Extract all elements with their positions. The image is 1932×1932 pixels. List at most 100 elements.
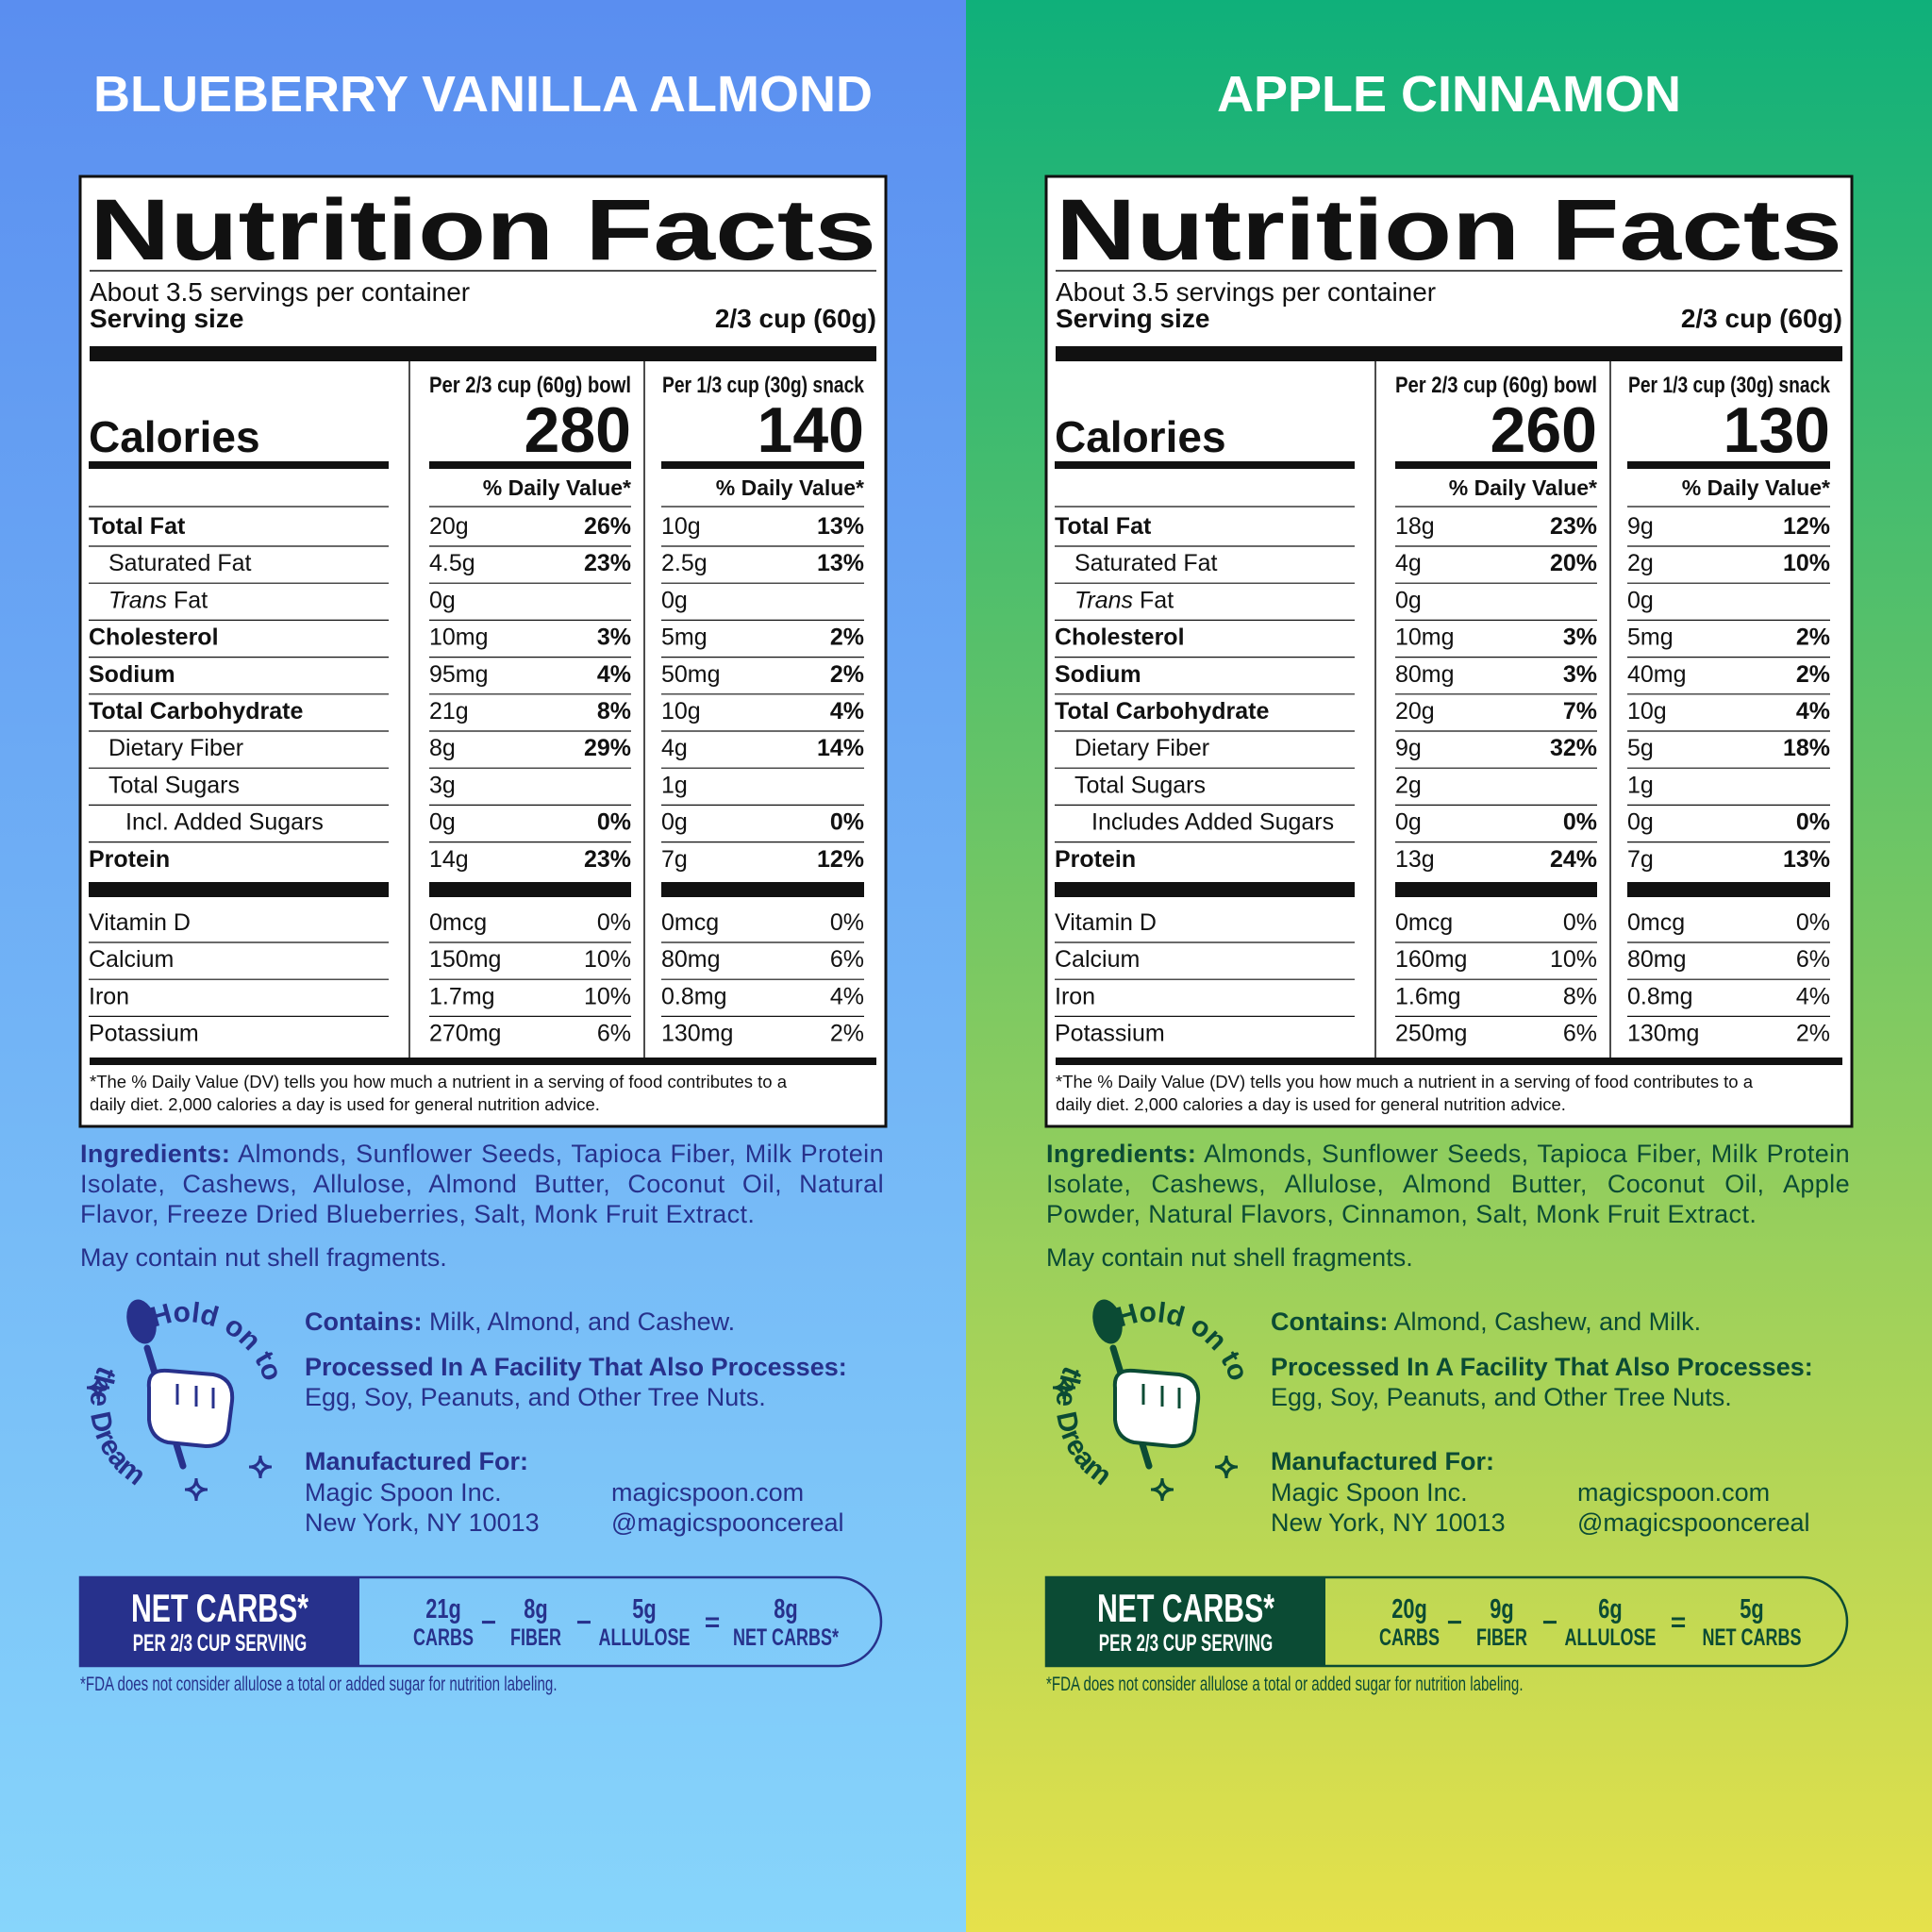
nutrient-dv: 4%: [1796, 983, 1830, 1009]
sparkle: [184, 1477, 208, 1502]
nutrient-dv: 29%: [584, 735, 631, 761]
net-carbs-value: 9g: [1490, 1594, 1513, 1624]
nutrient-amount: 2g: [1627, 550, 1654, 576]
nutrient-dv: 4%: [1796, 698, 1830, 724]
calories-value: 130: [1724, 394, 1830, 466]
calories-value: 140: [758, 394, 864, 466]
ingredients-label: Ingredients:: [80, 1140, 231, 1168]
serving-size-label: Serving size: [1056, 304, 1209, 333]
nutrient-dv: 6%: [1563, 1021, 1597, 1047]
column-header: Per 2/3 cup (60g) bowl: [1395, 373, 1597, 398]
nutrient-amount: 250mg: [1395, 1021, 1467, 1047]
thick-rule: [1055, 882, 1355, 897]
thick-rule: [661, 461, 864, 469]
nutrient-name: Vitamin D: [1055, 909, 1157, 936]
nutrient-name-text: Saturated Fat: [108, 550, 252, 576]
nutrient-name: Cholesterol: [1055, 625, 1185, 651]
nutrient-dv: 2%: [1796, 661, 1830, 688]
nutrient-name-text: Total Sugars: [108, 772, 240, 798]
sparkle: [86, 1375, 110, 1400]
nutrient-dv: 24%: [1550, 846, 1597, 873]
net-carbs-title: NET CARBS*: [1097, 1586, 1275, 1630]
spoon-bowl: [1092, 1299, 1123, 1344]
serving-size: 2/3 cup (60g): [715, 304, 876, 333]
net-carbs-tab: [80, 1577, 359, 1666]
net-carbs-title-group: NET CARBS*: [1097, 1586, 1275, 1630]
nutrient-amount: 40mg: [1627, 661, 1687, 688]
net-carbs-tab: [1046, 1577, 1325, 1666]
contains: Contains: Almond, Cashew, and Milk.: [1271, 1307, 1701, 1336]
nutrient-dv: 0%: [1563, 809, 1597, 836]
net-carbs-item-label-group: FIBER: [510, 1624, 561, 1651]
nutrient-dv: 0%: [830, 809, 864, 836]
nutrient-dv: 6%: [830, 946, 864, 973]
manufactured-label: Manufactured For:: [305, 1447, 528, 1475]
net-carbs-item-label: ALLULOSE: [599, 1624, 691, 1651]
net-carbs-value-group: 5g: [632, 1594, 656, 1624]
address-line: Magic Spoon Inc.: [1271, 1478, 1468, 1507]
nutrient-dv: 2%: [830, 625, 864, 651]
nutrient-amount: 0g: [429, 587, 456, 613]
nutrient-name-space: [1133, 587, 1140, 613]
serving-size-label: Serving size: [90, 304, 243, 333]
net-carbs-value: 21g: [425, 1594, 460, 1624]
nutrient-dv: 2%: [1796, 625, 1830, 651]
sparkle: [1214, 1455, 1239, 1479]
nutrient-amount: 9g: [1627, 513, 1654, 540]
nutrient-amount: 0mcg: [661, 909, 719, 936]
nutrient-dv: 13%: [1783, 846, 1830, 873]
nutrient-amount: 20g: [429, 513, 469, 540]
facility-text: Egg, Soy, Peanuts, and Other Tree Nuts.: [1271, 1383, 1732, 1411]
nutrient-dv: 10%: [1783, 550, 1830, 576]
nutrient-dv: 3%: [597, 625, 631, 651]
label-heading: Nutrition Facts: [1056, 182, 1842, 278]
nutrient-name-text: Total Fat: [1055, 513, 1152, 540]
thick-rule: [429, 882, 631, 897]
nutrient-name: Saturated Fat: [108, 550, 252, 576]
dv-header: % Daily Value*: [716, 475, 864, 500]
nutrient-name-text: Fat: [174, 587, 208, 613]
address-line: New York, NY 10013: [1271, 1508, 1506, 1537]
facility-label: Processed In A Facility That Also Proces…: [305, 1353, 847, 1381]
net-carbs-item-label: ALLULOSE: [1565, 1624, 1657, 1651]
dv-header: % Daily Value*: [1682, 475, 1830, 500]
nutrient-name-text: Sodium: [89, 661, 175, 688]
net-carbs-value: 20g: [1391, 1594, 1426, 1624]
nutrient-name: Vitamin D: [89, 909, 191, 936]
nutrient-dv: 2%: [830, 1021, 864, 1047]
nutrient-name-text: Protein: [89, 846, 170, 873]
nutrient-name-text: Saturated Fat: [1074, 550, 1218, 576]
nutrient-name: Dietary Fiber: [108, 735, 243, 761]
label-heading: Nutrition Facts: [90, 182, 876, 278]
ingredients: Ingredients: Almonds, Sunflower Seeds, T…: [80, 1139, 884, 1229]
nutrient-name: Trans Fat: [1074, 587, 1174, 613]
nutrient-amount: 1g: [1627, 772, 1654, 798]
net-carbs-value: 6g: [1598, 1594, 1622, 1624]
nutrient-name: Dietary Fiber: [1074, 735, 1209, 761]
manufactured-label-text: Manufactured For:: [305, 1447, 528, 1475]
footnote: daily diet. 2,000 calories a day is used…: [90, 1094, 600, 1114]
contains: Contains: Milk, Almond, and Cashew.: [305, 1307, 735, 1336]
net-carbs-value: 5g: [1740, 1594, 1763, 1624]
nutrient-amount: 5mg: [1627, 625, 1674, 651]
net-carbs-item-label: FIBER: [1476, 1624, 1527, 1651]
nutrient-amount: 50mg: [661, 661, 721, 688]
nutrient-name: Protein: [1055, 846, 1136, 873]
net-carbs-value-group: 21g: [425, 1594, 460, 1624]
nutrient-amount: 4.5g: [429, 550, 475, 576]
nutrient-name: Total Carbohydrate: [1055, 698, 1269, 724]
net-carbs-operator: =: [705, 1607, 720, 1637]
sparkle: [1052, 1375, 1076, 1400]
nutrient-dv: 4%: [830, 983, 864, 1009]
address-line-text: New York, NY 10013: [305, 1508, 540, 1537]
net-carbs-item-label-group: NET CARBS: [1703, 1624, 1802, 1651]
nutrient-name: Includes Added Sugars: [1091, 809, 1334, 836]
nutrient-dv: 2%: [1796, 1021, 1830, 1047]
nutrient-amount: 7g: [661, 846, 688, 873]
nutrient-dv: 13%: [817, 550, 864, 576]
nutrient-dv: 23%: [584, 550, 631, 576]
nutrient-amount: 4g: [1395, 550, 1422, 576]
nutrient-amount: 0g: [1395, 809, 1422, 836]
